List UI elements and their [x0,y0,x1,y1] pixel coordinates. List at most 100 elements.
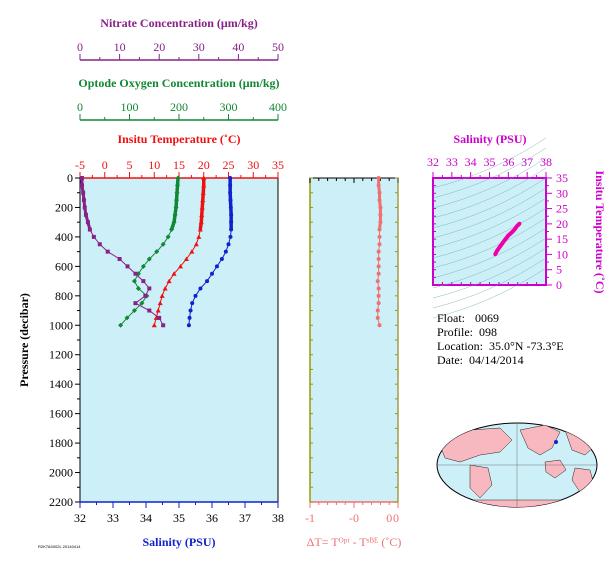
oxygen-axis: Optode Oxygen Concentration (μm/kg) 0 100… [77,76,287,121]
world-map [436,422,598,508]
nitrate-axis: Nitrate Concentration (μm/kg) 0 10 20 30 40 5… [77,16,284,61]
oxygen-data-point [146,256,152,262]
ts-data-point [500,241,505,245]
oxygen-data-point [175,175,181,181]
pressure-tick-label: 1000 [49,318,73,332]
nitrate-data-point [117,257,122,261]
delta-t-data-point [376,249,381,254]
ts-y-tick-label: 0 [556,278,562,292]
main-series-layer [79,175,234,328]
ts-data-point [493,252,497,257]
temperature-tick-label: 20 [198,158,210,172]
delta-t-plot-area [309,177,399,503]
salinity-data-point [228,205,233,210]
salinity-tick-label: 36 [206,511,218,525]
ts-data-point [495,248,499,253]
salinity-axis-label: Salinity (PSU) [142,535,215,549]
nitrate-data-point [81,198,86,203]
ts-density-contour [432,237,547,289]
ts-x-tick-label: 32 [427,155,439,169]
salinity-data-point [210,271,214,276]
nitrate-data-point [83,212,88,217]
ts-y-tick-label: 25 [556,202,568,216]
location-info-line: Location: 35.0°N -73.3°E [437,339,564,353]
salinity-data-point [198,286,203,291]
delta-t-data-point [377,234,382,239]
oxygen-data-point [131,278,137,284]
nitrate-axis-label: Nitrate Concentration (μm/kg) [100,16,257,30]
salinity-data-point [228,176,233,180]
oxygen-data-point [135,285,141,291]
temperature-tick-label: 0 [102,158,108,172]
profile-value: 098 [479,325,497,339]
pressure-tick-label: 200 [55,200,73,214]
location-value: 35.0°N -73.3°E [489,339,564,353]
salinity-tick-label: 38 [272,511,284,525]
temperature-tick-label: 5 [127,158,133,172]
salinity-data-point [228,183,233,188]
ts-density-contour [432,147,547,199]
ts-density-contour [432,197,547,249]
temperature-tick-label: -5 [75,158,85,172]
nitrate-data-point [87,227,92,232]
salinity-data-point [214,264,219,269]
ts-y-tick-label: 35 [556,171,568,185]
delta-t-data-point [375,308,380,313]
ts-data-point [506,233,511,238]
temperature-data-point [166,278,172,284]
oxygen-data-point [165,234,171,240]
oxygen-tick-label: 100 [121,100,139,114]
temperature-data-point [177,263,183,269]
temperature-data-point [171,271,177,276]
oxygen-data-point [173,204,179,210]
temperature-data-point [162,285,168,291]
delta-t-data-point [376,257,381,261]
nitrate-data-point [143,293,148,298]
nitrate-data-point [141,279,146,284]
temperature-tick-label: 10 [148,158,160,172]
ts-density-contour [432,157,547,209]
nitrate-data-point [133,301,138,306]
ts-x-tick-label: 38 [540,155,552,169]
temperature-data-point [197,227,203,232]
temperature-data-point [151,322,157,328]
pressure-tick-label: 1400 [49,377,73,391]
pressure-tick-label: 800 [55,289,73,303]
salinity-data-point [229,227,234,232]
temperature-tick-label: 15 [173,158,185,172]
temperature-data-point [159,293,165,298]
oxygen-tick-label: 200 [170,100,188,114]
nitrate-data-point [147,286,152,291]
pressure-tick-label: 1200 [49,348,73,362]
delta-t-data-point [376,264,381,269]
nitrate-tick-label: 30 [193,40,205,54]
delta-t-data-point [378,205,383,210]
nitrate-data-point [91,234,96,239]
delta-t-data-point [378,212,383,217]
location-label: Location: [437,339,483,353]
delta-t-series-layer [375,176,383,328]
nitrate-tick-label: 0 [77,40,83,54]
nitrate-data-point [147,308,152,313]
salinity-data-point [228,198,233,203]
ts-y-tick-label: 20 [556,217,568,231]
nitrate-tick-label: 40 [232,40,244,54]
nitrate-tick-label: 10 [114,40,126,54]
temperature-data-point [199,204,205,210]
ts-series-layer [493,221,522,257]
salinity-data-point [219,257,224,261]
temperature-axis: Insitu Temperature (˚C) -5 0 5 10 15 20 25 30 35 [75,132,284,179]
delta-t-tick-label: 0 [393,511,399,525]
ts-y-tick-label: 30 [556,186,568,200]
ts-data-point [510,230,514,234]
pressure-tick-label: 2000 [49,466,73,480]
nitrate-data-point [79,176,84,180]
pressure-axis-label: Pressure (decibar) [17,293,31,387]
oxygen-data-point [131,308,137,314]
delta-t-data-point [377,242,382,247]
pressure-tick-label: 2200 [49,495,73,509]
salinity-data-point [229,220,234,225]
temperature-data-point [199,212,205,217]
